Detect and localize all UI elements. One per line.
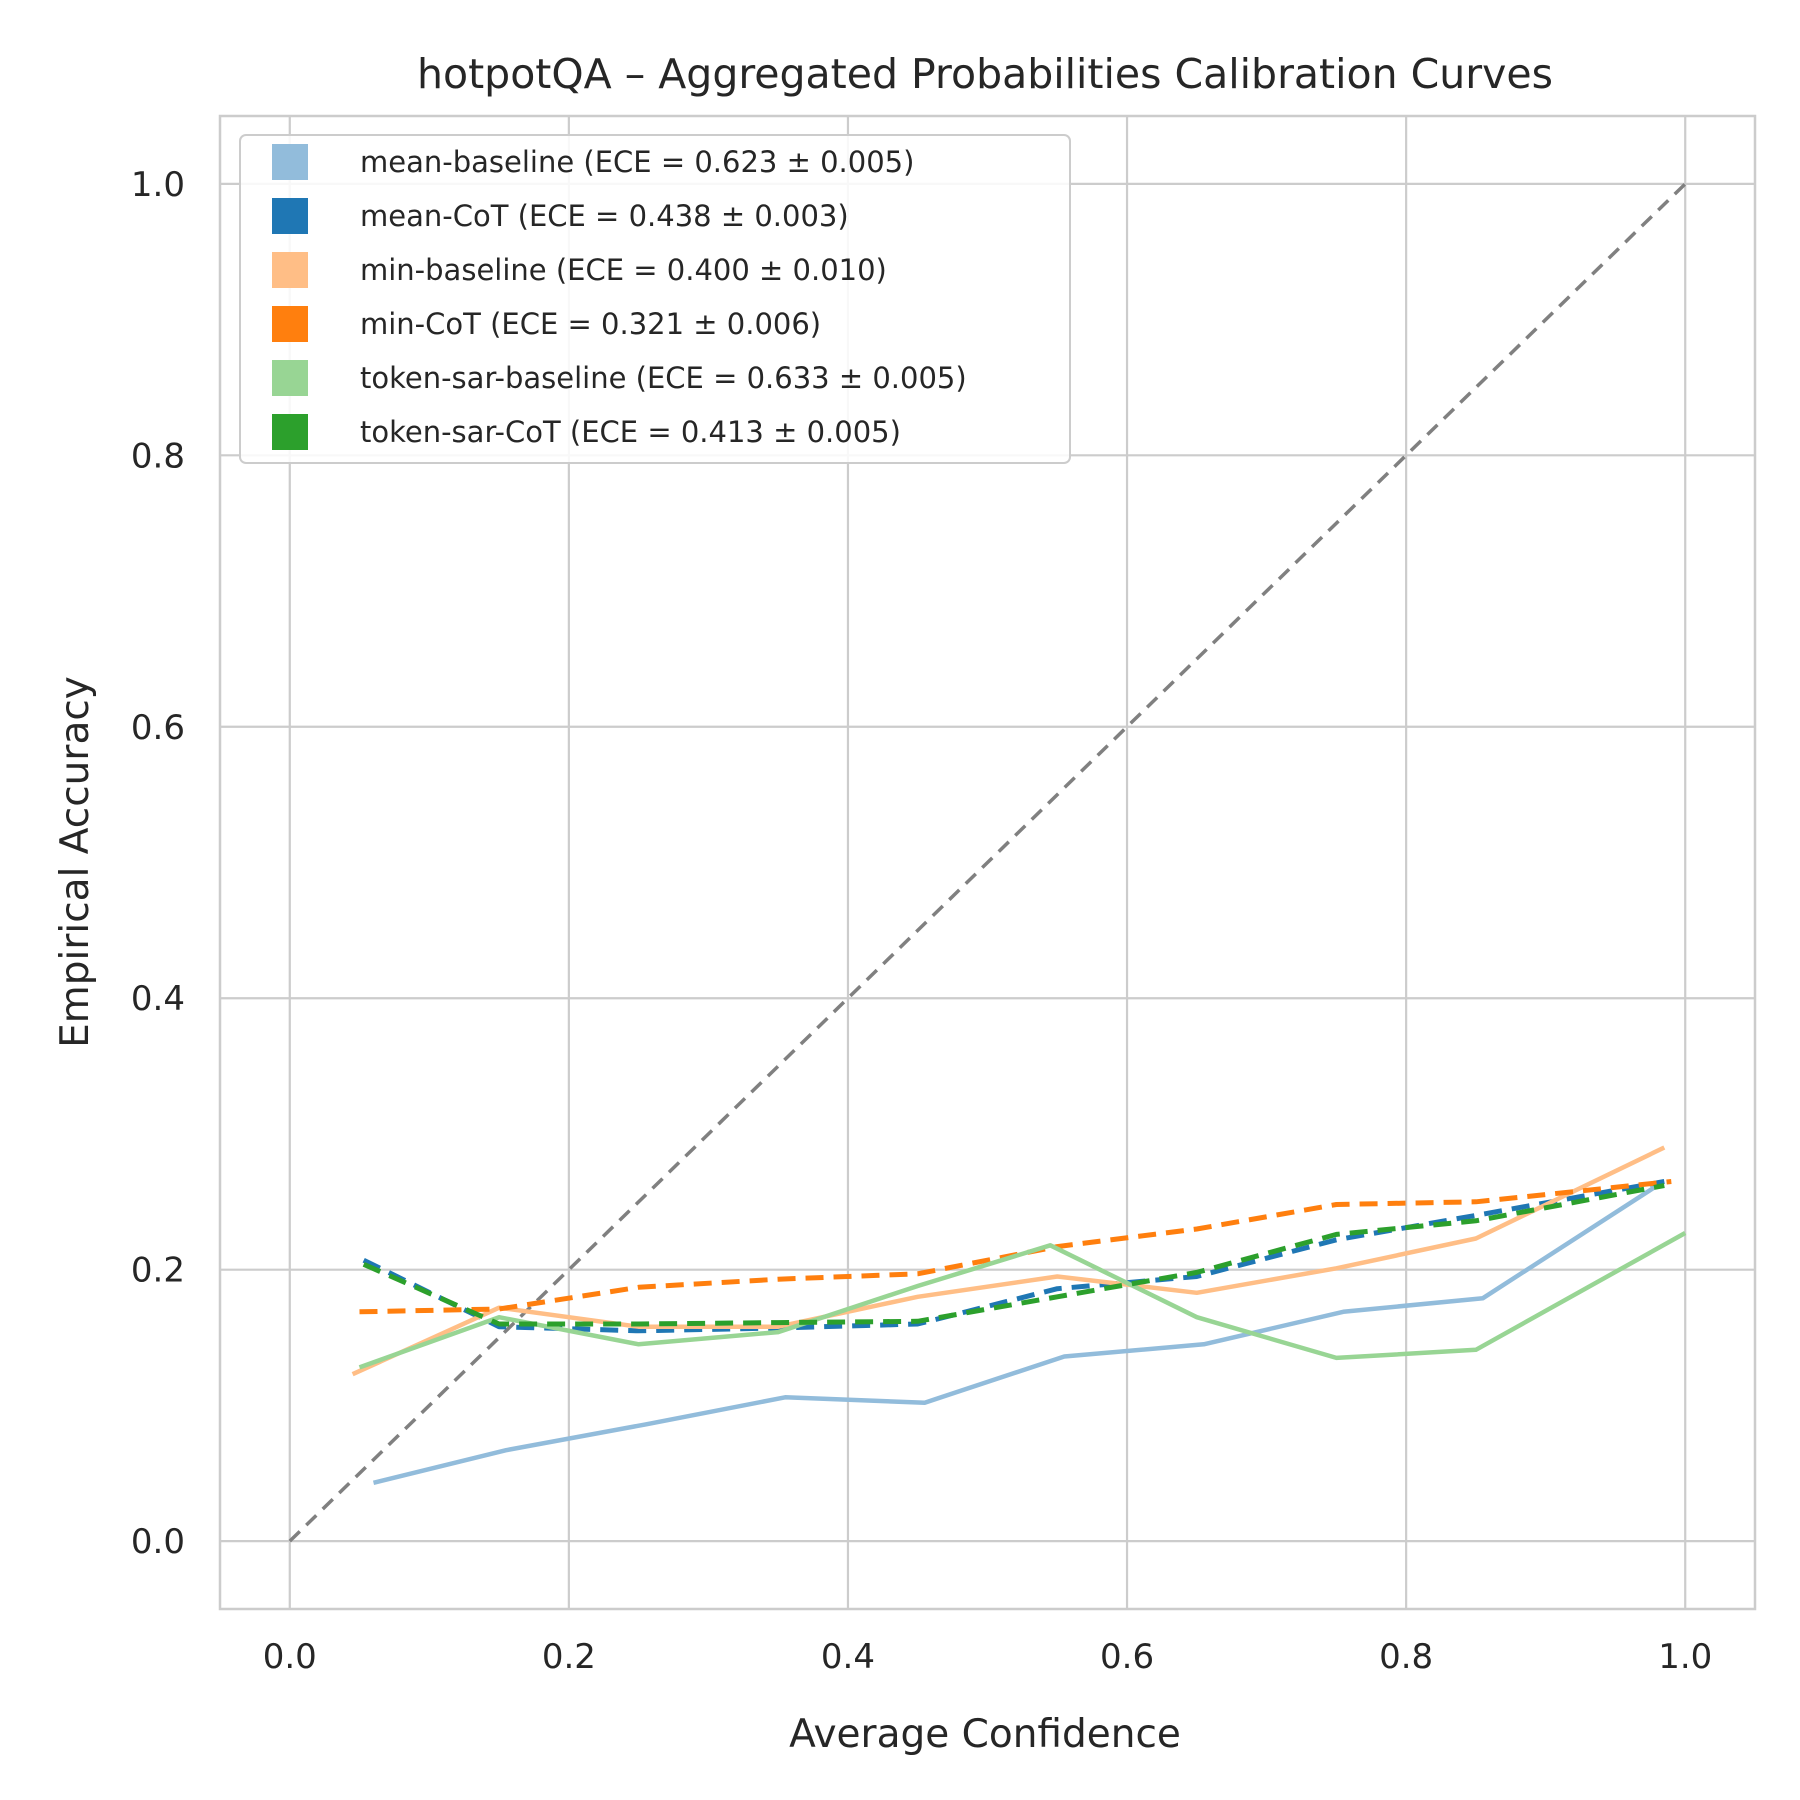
series-layer (351, 1145, 1687, 1485)
legend-entry-label: min-CoT (ECE = 0.321 ± 0.006) (360, 307, 821, 341)
legend-entry-label: min-baseline (ECE = 0.400 ± 0.010) (360, 253, 887, 287)
reference-line-layer (288, 182, 1687, 1543)
y-tick-label: 1.0 (131, 165, 185, 205)
perfect-calibration-line (288, 182, 1687, 1543)
series-line-4 (359, 1179, 1672, 1315)
legend-entry-label: token-sar-baseline (ECE = 0.633 ± 0.005) (360, 361, 967, 395)
legend-swatch (272, 198, 308, 234)
y-tick-label: 0.0 (131, 1522, 185, 1562)
y-tick-label: 0.4 (131, 979, 185, 1019)
y-tick-label: 0.2 (131, 1251, 185, 1291)
x-tick-label: 0.4 (821, 1637, 875, 1677)
x-tick-label: 0.6 (1100, 1637, 1154, 1677)
x-tick-label: 0.0 (263, 1637, 317, 1677)
legend-items: mean-baseline (ECE = 0.623 ± 0.005) mean-… (272, 144, 967, 450)
series-line-1 (372, 1183, 1659, 1485)
y-tick-label: 0.8 (131, 436, 185, 476)
x-tick-label: 0.8 (1379, 1637, 1433, 1677)
x-tick-label: 0.2 (542, 1637, 596, 1677)
series-line-5 (358, 1231, 1687, 1370)
legend-swatch (272, 414, 308, 450)
x-tick-label: 1.0 (1658, 1637, 1712, 1677)
chart-title: hotpotQA – Aggregated Probabilities Cali… (417, 50, 1553, 98)
legend: mean-baseline (ECE = 0.623 ± 0.005) mean-… (239, 134, 1071, 464)
series-line-6 (362, 1183, 1665, 1327)
legend-entry-label: mean-baseline (ECE = 0.623 ± 0.005) (360, 145, 914, 179)
plot-frame (218, 114, 1757, 1611)
x-axis-label: Average Confidence (789, 1712, 1181, 1757)
legend-frame (239, 134, 1071, 464)
series-line-3 (351, 1145, 1666, 1377)
y-tick-label: 0.6 (131, 708, 185, 748)
legend-swatch (272, 360, 308, 396)
legend-swatch (272, 144, 308, 180)
legend-swatch (272, 306, 308, 342)
legend-entry-label: token-sar-CoT (ECE = 0.413 ± 0.005) (360, 415, 901, 449)
y-axis-label: Empirical Accuracy (53, 676, 98, 1048)
x-tick-labels: 0.0 0.2 0.4 0.6 0.8 1.0 (263, 1637, 1713, 1677)
legend-swatch (272, 252, 308, 288)
legend-entry-label: mean-CoT (ECE = 0.438 ± 0.003) (360, 199, 849, 233)
y-tick-labels: 0.0 0.2 0.4 0.6 0.8 1.0 (131, 165, 185, 1562)
